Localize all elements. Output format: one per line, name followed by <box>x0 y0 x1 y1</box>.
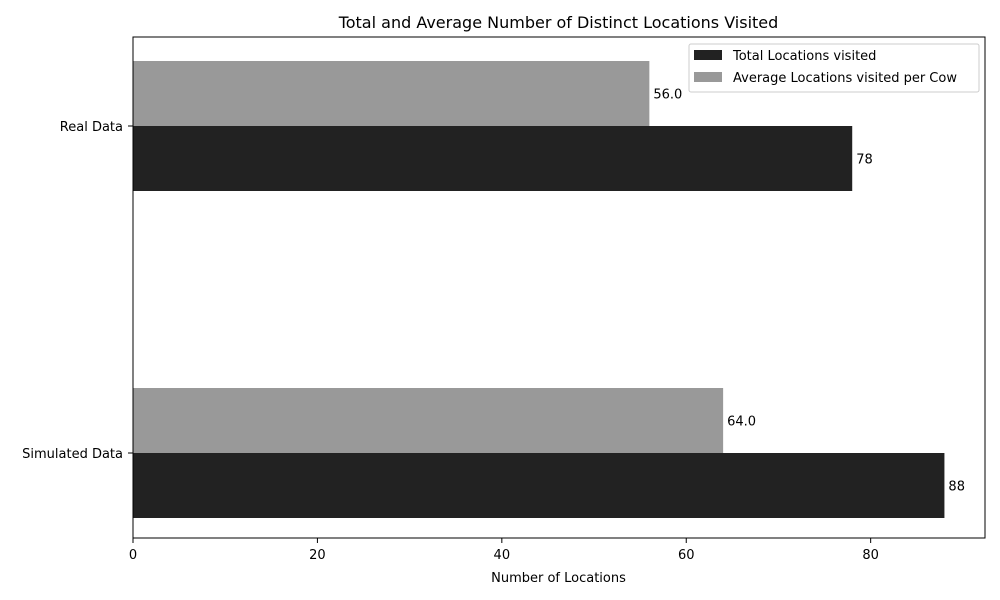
y-tick-label-real-data: Real Data <box>60 120 123 135</box>
bar-total-simulated-data <box>133 453 945 518</box>
x-axis-label: Number of Locations <box>491 571 626 586</box>
bar-label-average-real-data: 56.0 <box>653 88 682 103</box>
x-tick-label-0: 0 <box>129 548 137 563</box>
plot-area: 56.0 78 Real Data 64.0 88 Simulated Data 0 20 40… <box>22 36 986 563</box>
plot-frame <box>132 36 986 539</box>
legend-swatch-total <box>694 50 722 60</box>
legend: Total Locations visited Average Location… <box>688 43 980 93</box>
bar-label-total-simulated-data: 88 <box>948 480 965 495</box>
bar-total-real-data <box>133 126 853 191</box>
x-tick-label-60: 60 <box>678 548 695 563</box>
x-tick-label-40: 40 <box>494 548 511 563</box>
chart-title: Total and Average Number of Distinct Loc… <box>338 13 779 32</box>
bar-label-average-simulated-data: 64.0 <box>727 415 756 430</box>
x-tick-label-80: 80 <box>862 548 879 563</box>
y-tick-label-simulated-data: Simulated Data <box>22 447 123 462</box>
legend-label-average: Average Locations visited per Cow <box>733 71 957 86</box>
bar-average-real-data <box>133 61 650 126</box>
legend-swatch-average <box>694 72 722 82</box>
legend-label-total: Total Locations visited <box>732 49 876 64</box>
legend-box <box>688 43 980 93</box>
bar-label-total-real-data: 78 <box>856 153 873 168</box>
x-tick-label-20: 20 <box>309 548 326 563</box>
bar-average-simulated-data <box>133 388 724 453</box>
